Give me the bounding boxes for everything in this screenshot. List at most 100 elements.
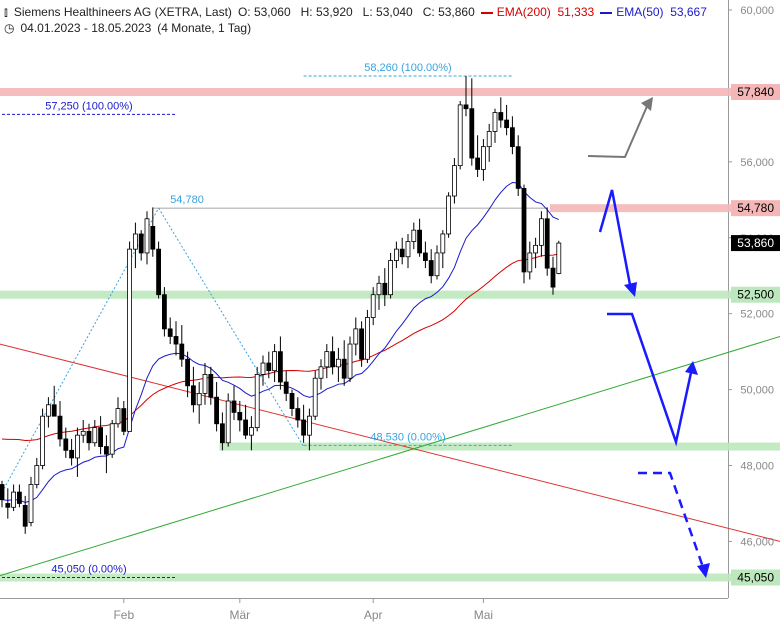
fib-label: 58,260 (100.00%) (364, 62, 451, 74)
chart-type-icon[interactable]: ⫾ (4, 5, 8, 19)
candle-body (121, 408, 127, 432)
candle-body (173, 336, 179, 345)
candle-body (11, 491, 17, 508)
candle-body (556, 242, 562, 274)
ema200-value: 51,333 (557, 5, 595, 19)
candle-body (405, 241, 411, 258)
price-label: 53,860 (737, 236, 774, 250)
price-label-box (731, 235, 780, 252)
candle-body (277, 351, 283, 383)
candle-body (75, 434, 80, 459)
candle-body (161, 294, 167, 330)
ema200-label: EMA(200) (496, 5, 551, 19)
candle-body (254, 374, 260, 428)
candle-body (411, 229, 417, 242)
ema50-swatch (600, 11, 613, 14)
zone-support (0, 573, 780, 582)
candle-body (231, 400, 237, 413)
price-label-box (731, 83, 780, 100)
candle-body (69, 449, 74, 459)
candle-body (243, 419, 249, 436)
period-label: (4 Monate, 1 Tag) (157, 21, 252, 35)
header-row-2: ◷ 04.01.2023 - 18.05.2023 (4 Monate, 1 T… (4, 20, 707, 36)
candle-body (92, 427, 98, 444)
candle-body (127, 248, 132, 432)
candle-body (428, 260, 434, 277)
x-tick-label: Feb (113, 608, 134, 622)
candle-body (196, 393, 202, 406)
candle-body (335, 358, 341, 368)
candle-body (347, 343, 353, 379)
scenario-arrow-2 (607, 312, 694, 447)
candle-body (306, 415, 312, 436)
candle-body (504, 119, 510, 129)
zone-resistance (550, 204, 780, 213)
candle-body (434, 252, 440, 277)
candle-body (451, 165, 457, 197)
candle-body (283, 381, 289, 394)
candle-body (469, 108, 475, 159)
candle-body (132, 233, 138, 250)
fib-label: 54,780 (170, 194, 204, 206)
ema50-legend: EMA(50) 53,667 (600, 4, 707, 20)
candle-body (156, 248, 162, 296)
price-label-box (731, 286, 780, 303)
candle-body (138, 233, 144, 254)
candle-body (312, 377, 318, 417)
candle-body (109, 423, 115, 455)
candle-body (370, 294, 376, 318)
candle-body (353, 328, 359, 345)
candle-body (324, 351, 330, 368)
candle-body (16, 491, 22, 504)
y-tick-label: 50,000 (740, 385, 774, 397)
candle-body (51, 404, 57, 417)
candle-body (330, 351, 336, 368)
zone-support (219, 442, 780, 451)
candle-body (515, 146, 521, 189)
candle-body (341, 358, 347, 379)
fib-label: 57,250 (100.00%) (45, 100, 132, 112)
header-row-1: ⫾ Siemens Healthineers AG (XETRA, Last) … (4, 4, 707, 20)
ema50-value: 53,667 (670, 5, 707, 19)
ema200-swatch (480, 11, 493, 14)
candle-body (289, 393, 295, 409)
candle-body (179, 343, 185, 360)
y-tick-label: 46,000 (740, 536, 774, 548)
candle-body (364, 317, 370, 360)
candle-body (527, 252, 533, 273)
price-label: 54,780 (737, 201, 774, 215)
candle-body (457, 104, 463, 167)
candle-body (185, 358, 191, 387)
x-tick-label: Mai (474, 608, 493, 622)
scenario-arrow-1 (598, 189, 633, 291)
candle-body (295, 408, 301, 421)
price-label-box (731, 200, 780, 217)
candle-body (388, 260, 394, 296)
candle-body (28, 484, 34, 523)
date-range: 04.01.2023 - 18.05.2023 (20, 21, 152, 35)
scenario-arrow-grey (587, 103, 649, 159)
arrowhead-3 (697, 563, 710, 578)
candle-body (446, 195, 452, 235)
x-tick-label: Apr (364, 608, 383, 622)
candle-body (376, 282, 382, 296)
clock-icon: ◷ (4, 21, 15, 35)
price-label: 52,500 (737, 288, 774, 302)
candle-body (440, 233, 446, 254)
candle-body (480, 146, 486, 170)
candle-body (393, 248, 399, 261)
candle-body (225, 400, 231, 444)
candle-body (301, 419, 307, 436)
y-tick-label: 48,000 (740, 461, 774, 473)
candle-body (272, 351, 278, 372)
candle-body (318, 366, 324, 379)
trendline-up (0, 335, 780, 577)
candle-body (382, 282, 388, 296)
candle-body (208, 374, 214, 398)
candle-body (399, 248, 405, 258)
candle-body (417, 229, 423, 254)
candle-body (475, 157, 481, 170)
candle-body (533, 244, 538, 254)
arrowhead-2 (685, 361, 698, 375)
